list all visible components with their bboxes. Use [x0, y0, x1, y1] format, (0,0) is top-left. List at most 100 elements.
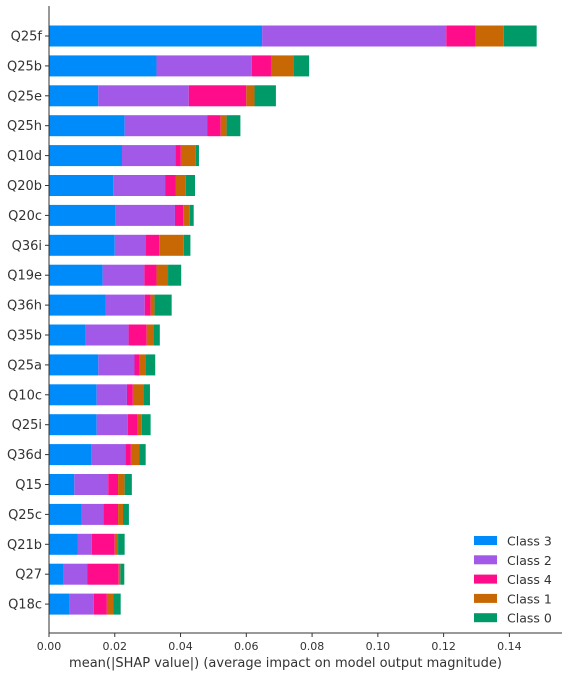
bar-q10d-class-0 [195, 145, 199, 167]
bar-q25i-class-0 [141, 414, 151, 436]
y-tick-label-q25b: Q25b [7, 59, 42, 74]
bar-q25h-class-1 [220, 115, 227, 137]
bar-q25e-class-1 [246, 85, 255, 107]
bar-q35b-class-1 [146, 324, 154, 346]
bar-q15-class-1 [118, 474, 125, 495]
bar-q35b-class-4 [128, 324, 147, 346]
legend-label-class-0: Class 0 [507, 611, 552, 626]
y-tick-label-q20c: Q20c [8, 209, 42, 224]
legend-label-class-2: Class 2 [507, 553, 552, 568]
bar-q15-class-0 [124, 474, 132, 495]
y-tick-labels: Q25f Q25b Q25e Q25h Q10d Q20b Q20c Q36i Q19e Q36h… [7, 30, 49, 613]
y-tick-label-q27: Q27 [15, 568, 42, 583]
bar-q18c-class-1 [106, 593, 114, 615]
bar-q21b-class-0 [118, 533, 125, 555]
bar-q25e-class-2 [98, 85, 189, 107]
bar-q18c-class-2 [69, 593, 94, 615]
bar-q35b-class-2 [85, 324, 129, 346]
y-tick-label-q25a: Q25a [7, 358, 42, 373]
bar-q25b-class-3 [49, 55, 157, 77]
bar-q25a-class-1 [139, 354, 146, 376]
bar-q25a-class-3 [49, 354, 99, 376]
y-tick-label-q25f: Q25f [11, 30, 43, 45]
bar-q27-class-0 [120, 563, 125, 585]
bar-q15-class-4 [108, 474, 119, 495]
bar-q10d-class-4 [175, 145, 181, 167]
bar-q25f-class-4 [446, 25, 476, 47]
bar-q25i-class-2 [96, 414, 128, 436]
bar-q36d-class-4 [125, 444, 131, 466]
bar-q35b-class-3 [49, 324, 86, 346]
y-tick-label-q10c: Q10c [8, 388, 42, 403]
bar-q18c-class-3 [49, 593, 70, 615]
legend-swatch-class-2 [474, 555, 497, 565]
y-tick-label-q25c: Q25c [8, 508, 42, 523]
bar-q25i-class-3 [49, 414, 97, 436]
bar-q19e-class-2 [102, 264, 145, 286]
x-ticks: 0.00 0.02 0.04 0.06 0.08 0.10 0.12 0.14 [37, 633, 522, 653]
x-tick-label-0-04: 0.04 [168, 640, 193, 653]
bar-q36i-class-2 [114, 234, 147, 256]
bar-q20c-class-0 [189, 204, 194, 226]
bar-q25h-class-2 [124, 115, 208, 137]
bar-q20c-class-1 [183, 204, 190, 226]
bar-q10c-class-1 [132, 384, 144, 406]
bar-q25e-class-4 [188, 85, 247, 107]
bar-q20b-class-4 [165, 175, 176, 196]
bar-q36i-class-3 [49, 234, 115, 256]
bar-q25a-class-4 [134, 354, 140, 376]
legend-swatch-class-4 [474, 574, 497, 584]
legend-swatch-class-1 [474, 593, 497, 603]
bars-group [49, 25, 537, 615]
y-tick-label-q10d: Q10d [7, 149, 42, 164]
bar-q36d-class-0 [139, 444, 146, 466]
x-tick-label-0-14: 0.14 [497, 640, 522, 653]
y-tick-label-q20b: Q20b [7, 179, 42, 194]
bar-q21b-class-1 [114, 533, 119, 555]
bar-q21b-class-3 [49, 533, 78, 555]
bar-q25b-class-4 [251, 55, 271, 77]
x-tick-label-0-12: 0.12 [431, 640, 456, 653]
bar-q27-class-4 [87, 563, 119, 585]
legend-label-class-1: Class 1 [507, 591, 552, 606]
bar-q15-class-3 [49, 474, 75, 495]
y-tick-label-q21b: Q21b [7, 538, 42, 553]
x-tick-label-0-10: 0.10 [366, 640, 391, 653]
bar-q25i-class-1 [137, 414, 142, 436]
bar-q36h-class-2 [105, 294, 145, 316]
y-tick-label-q36i: Q36i [12, 239, 42, 254]
x-tick-label-0-08: 0.08 [300, 640, 325, 653]
bar-q27-class-1 [118, 563, 121, 585]
bar-q10c-class-2 [96, 384, 127, 406]
bar-q25b-class-1 [270, 55, 294, 77]
bar-q25c-class-4 [103, 503, 119, 525]
bar-q20b-class-3 [49, 175, 114, 196]
bar-q20b-class-2 [113, 175, 166, 196]
bar-q36i-class-0 [183, 234, 191, 256]
y-tick-label-q15: Q15 [15, 478, 42, 493]
bar-q36d-class-2 [91, 444, 126, 466]
x-axis-label: mean(|SHAP value|) (average impact on mo… [69, 656, 502, 671]
bar-q25e-class-0 [254, 85, 276, 107]
bar-q19e-class-4 [144, 264, 157, 286]
bar-q27-class-3 [49, 563, 64, 585]
bar-q36d-class-3 [49, 444, 92, 466]
bar-q36h-class-0 [154, 294, 172, 316]
bar-q25f-class-3 [49, 25, 263, 47]
legend-label-class-4: Class 4 [507, 572, 552, 587]
bar-q36d-class-1 [130, 444, 140, 466]
bar-q20c-class-2 [115, 204, 175, 226]
bar-q25h-class-0 [226, 115, 241, 137]
bar-q10c-class-0 [143, 384, 150, 406]
legend-label-class-3: Class 3 [507, 534, 552, 549]
bar-q36h-class-3 [49, 294, 106, 316]
bar-q36h-class-4 [144, 294, 151, 316]
bar-q25c-class-1 [118, 503, 123, 525]
bar-q25f-class-0 [503, 25, 537, 47]
bar-q25f-class-1 [475, 25, 504, 47]
bar-q25h-class-3 [49, 115, 125, 137]
bar-q20c-class-4 [174, 204, 184, 226]
bar-q36i-class-1 [159, 234, 184, 256]
x-tick-label-0-06: 0.06 [234, 640, 259, 653]
